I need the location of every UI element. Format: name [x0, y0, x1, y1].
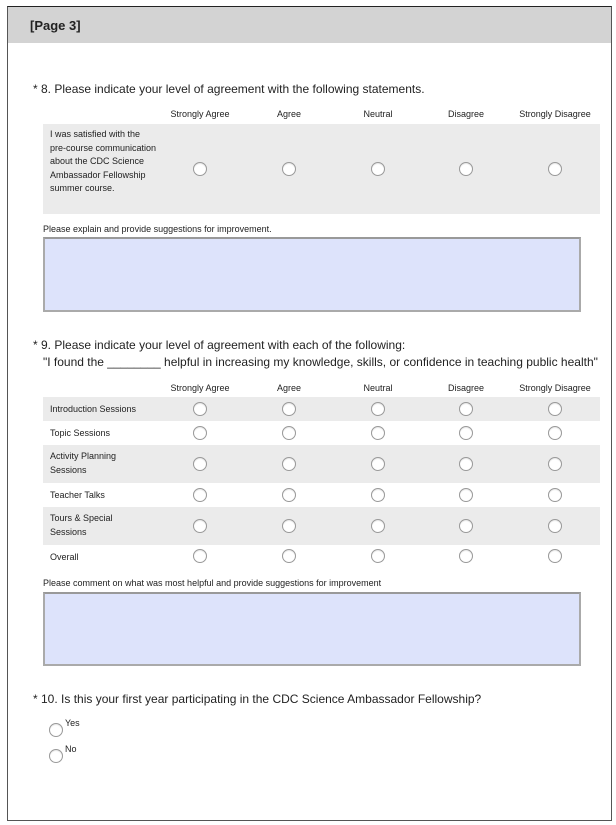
- q8-radio-strongly-disagree[interactable]: [548, 162, 562, 176]
- q8-radio-strongly-agree[interactable]: [193, 162, 207, 176]
- q9-row5-radio-disagree[interactable]: [459, 519, 473, 533]
- q9-row4-radio-disagree[interactable]: [459, 488, 473, 502]
- option-label: No: [65, 744, 77, 754]
- q9-row6-radio-strongly-agree[interactable]: [193, 549, 207, 563]
- page-header: [Page 3]: [8, 7, 611, 43]
- q9-row3-radio-neutral[interactable]: [371, 457, 385, 471]
- q9-row4-radio-neutral[interactable]: [371, 488, 385, 502]
- column-header: Agree: [276, 383, 302, 393]
- row-label: Topic Sessions: [50, 428, 111, 438]
- radio-yes[interactable]: [49, 723, 63, 737]
- q9-comment-label: Please comment on what was most helpful …: [43, 578, 382, 588]
- q8-comment-textarea[interactable]: [43, 237, 581, 312]
- q9-row5-radio-strongly-agree[interactable]: [193, 519, 207, 533]
- question-10-title: * 10. Is this your first year participat…: [33, 692, 482, 706]
- q9-row1-radio-strongly-disagree[interactable]: [548, 402, 562, 416]
- q9-row2-radio-disagree[interactable]: [459, 426, 473, 440]
- q8-radio-agree[interactable]: [282, 162, 296, 176]
- row-label: I was satisfied with the pre-course comm…: [50, 129, 157, 193]
- column-header: Strongly Agree: [170, 383, 230, 393]
- q9-row1-radio-strongly-agree[interactable]: [193, 402, 207, 416]
- row-label: Introduction Sessions: [50, 404, 137, 414]
- column-header: Neutral: [363, 109, 393, 119]
- row-label: Activity Planning Sessions: [50, 451, 117, 475]
- q9-row3-radio-strongly-disagree[interactable]: [548, 457, 562, 471]
- q9-row6-radio-neutral[interactable]: [371, 549, 385, 563]
- q9-row3-radio-agree[interactable]: [282, 457, 296, 471]
- question-9-subtitle: "I found the ________ helpful in increas…: [43, 355, 598, 369]
- column-header: Agree: [276, 109, 302, 119]
- question-9-title: * 9. Please indicate your level of agree…: [33, 338, 406, 352]
- column-header: Disagree: [447, 383, 485, 393]
- q8-radio-disagree[interactable]: [459, 162, 473, 176]
- q9-row5-radio-strongly-disagree[interactable]: [548, 519, 562, 533]
- radio-no[interactable]: [49, 749, 63, 763]
- q9-row4-radio-strongly-agree[interactable]: [193, 488, 207, 502]
- q9-row2-radio-strongly-agree[interactable]: [193, 426, 207, 440]
- row-label: Overall: [50, 552, 79, 562]
- q9-row3-radio-disagree[interactable]: [459, 457, 473, 471]
- q9-row1-radio-neutral[interactable]: [371, 402, 385, 416]
- q9-matrix-row: Teacher Talks: [43, 483, 600, 507]
- page-title: [Page 3]: [30, 18, 81, 33]
- q9-row4-radio-strongly-disagree[interactable]: [548, 488, 562, 502]
- q9-row1-radio-disagree[interactable]: [459, 402, 473, 416]
- question-8-title: * 8. Please indicate your level of agree…: [33, 82, 425, 96]
- q9-matrix-row: Overall: [43, 545, 600, 567]
- q9-comment-textarea[interactable]: [43, 592, 581, 666]
- q9-row4-radio-agree[interactable]: [282, 488, 296, 502]
- q9-matrix-row: Tours & Special Sessions: [43, 507, 600, 545]
- q9-row3-radio-strongly-agree[interactable]: [193, 457, 207, 471]
- column-header: Disagree: [447, 109, 485, 119]
- q9-matrix-row: Introduction Sessions: [43, 397, 600, 421]
- survey-page: [7, 6, 612, 821]
- column-header: Neutral: [363, 383, 393, 393]
- q9-row6-radio-strongly-disagree[interactable]: [548, 549, 562, 563]
- q9-row2-radio-agree[interactable]: [282, 426, 296, 440]
- row-label: Teacher Talks: [50, 490, 105, 500]
- q9-row6-radio-disagree[interactable]: [459, 549, 473, 563]
- option-label: Yes: [65, 718, 80, 728]
- q9-row1-radio-agree[interactable]: [282, 402, 296, 416]
- q9-row2-radio-neutral[interactable]: [371, 426, 385, 440]
- row-label: Tours & Special Sessions: [50, 513, 113, 537]
- q9-row5-radio-agree[interactable]: [282, 519, 296, 533]
- column-header: Strongly Disagree: [519, 383, 591, 393]
- q8-matrix-row: I was satisfied with the pre-course comm…: [43, 124, 600, 214]
- column-header: Strongly Agree: [170, 109, 230, 119]
- column-header: Strongly Disagree: [519, 109, 591, 119]
- q9-matrix-row: Topic Sessions: [43, 421, 600, 445]
- q9-row5-radio-neutral[interactable]: [371, 519, 385, 533]
- q8-comment-label: Please explain and provide suggestions f…: [43, 224, 272, 234]
- q8-radio-neutral[interactable]: [371, 162, 385, 176]
- q9-row6-radio-agree[interactable]: [282, 549, 296, 563]
- q9-matrix-row: Activity Planning Sessions: [43, 445, 600, 483]
- q9-row2-radio-strongly-disagree[interactable]: [548, 426, 562, 440]
